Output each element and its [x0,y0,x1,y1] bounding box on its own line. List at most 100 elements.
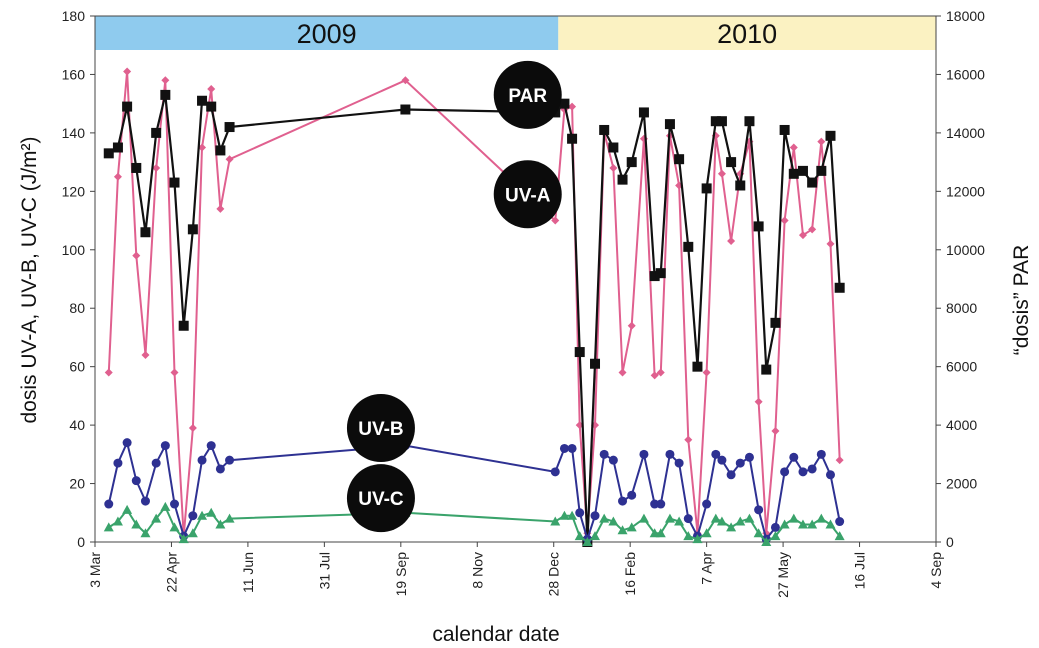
data-point-uv-c [197,510,208,520]
data-point-uv-b [113,458,123,468]
data-point-uv-c [131,519,142,529]
data-point-uv-c [726,522,737,532]
data-point-uv-b [590,511,600,521]
data-point-uv-b [559,443,569,453]
data-point-uv-b [206,441,216,451]
data-point-uv-b [104,499,114,509]
plot-frame [94,15,937,543]
x-tick-label: 11 Jun [240,552,256,593]
data-point-uv-c [103,522,114,532]
left-tick-label: 60 [69,359,85,375]
data-point-uv-c [617,525,628,535]
data-point-uv-b [744,452,754,462]
data-point-uv-a [826,239,835,248]
data-point-uv-b [160,441,170,451]
data-point-par [761,364,772,375]
data-point-par [187,224,198,235]
x-tick-label: 16 Jul [852,552,868,589]
data-point-uv-c [574,531,585,541]
data-point-uv-b [639,449,649,459]
data-point-par [206,101,217,112]
data-point-uv-a [141,350,150,359]
data-point-uv-b [816,449,826,459]
data-point-uv-c [753,528,764,538]
data-point-par [779,124,790,135]
right-tick-label: 8000 [946,300,977,316]
data-point-uv-b [754,505,764,515]
series-uv-a [104,67,844,541]
data-point-uv-b [683,514,693,524]
data-point-par [122,101,133,112]
data-point-uv-b [608,455,618,465]
x-tick-label: 28 Dec [546,552,562,596]
label-text: UV-A [505,185,551,206]
data-point-uv-b [780,467,790,477]
series-line-par [108,94,841,543]
data-point-uv-a [207,85,216,94]
data-point-uv-a [198,143,207,152]
data-point-uv-c [735,516,746,526]
data-point-uv-a [656,368,665,377]
data-point-par [608,142,619,153]
x-tick-label: 4 Sep [928,552,944,589]
data-point-par [701,183,712,194]
year-label: 2009 [297,19,357,49]
data-point-uv-a [789,143,798,152]
axes: 0 20 40 60 80 100 120 140 160 180 0 2000 4000 6000 800… [62,8,986,598]
data-point-par [617,174,628,185]
data-point-uv-c [797,519,808,529]
data-point-uv-c [744,513,755,523]
label-uv-a: UV-A [493,160,562,229]
data-point-uv-a [113,172,122,181]
data-point-uv-c [701,528,712,538]
data-point-uv-c [638,513,649,523]
data-point-uv-a [702,368,711,377]
data-point-uv-a [401,76,410,85]
data-point-par [753,221,764,232]
data-point-uv-c [655,528,666,538]
data-point-uv-b [131,476,141,486]
data-point-uv-b [140,496,150,506]
data-point-uv-c [779,519,790,529]
data-point-uv-a [161,76,170,85]
data-point-uv-c [825,519,836,529]
data-point-uv-c [710,513,721,523]
x-tick-label: 3 Mar [87,552,103,588]
data-point-uv-b [807,464,817,474]
data-point-uv-a [780,216,789,225]
data-point-uv-c [112,516,123,526]
data-point-uv-b [702,499,712,509]
data-point-uv-b [197,455,207,465]
data-point-uv-c [224,513,235,523]
data-point-uv-b [599,449,609,459]
year-label: 2010 [717,19,777,49]
data-point-uv-c [608,516,619,526]
data-point-par [626,157,637,168]
data-point-uv-c [169,522,180,532]
data-point-uv-c [160,501,171,511]
label-circle [493,60,562,129]
data-point-par [178,320,189,331]
data-point-uv-c [788,513,799,523]
left-tick-label: 100 [62,242,86,258]
data-point-par [140,227,151,238]
data-point-par [559,98,570,109]
data-point-uv-b [798,467,808,477]
data-point-uv-b [770,522,780,532]
x-tick-label: 8 Nov [469,552,485,589]
data-point-uv-c [151,513,162,523]
data-point-uv-c [206,507,217,517]
label-par: PAR [493,60,562,129]
label-text: UV-B [358,419,403,440]
right-tick-label: 6000 [946,359,977,375]
right-y-axis-title: “dosis” PAR [1010,245,1033,355]
data-point-par [735,180,746,191]
data-point-uv-b [665,449,675,459]
data-point-uv-c [834,531,845,541]
data-point-par [726,157,737,168]
left-tick-label: 160 [62,66,86,82]
data-point-uv-b [835,517,845,527]
data-point-uv-c [582,537,593,546]
data-point-par [590,358,601,369]
data-point-uv-b [717,455,727,465]
